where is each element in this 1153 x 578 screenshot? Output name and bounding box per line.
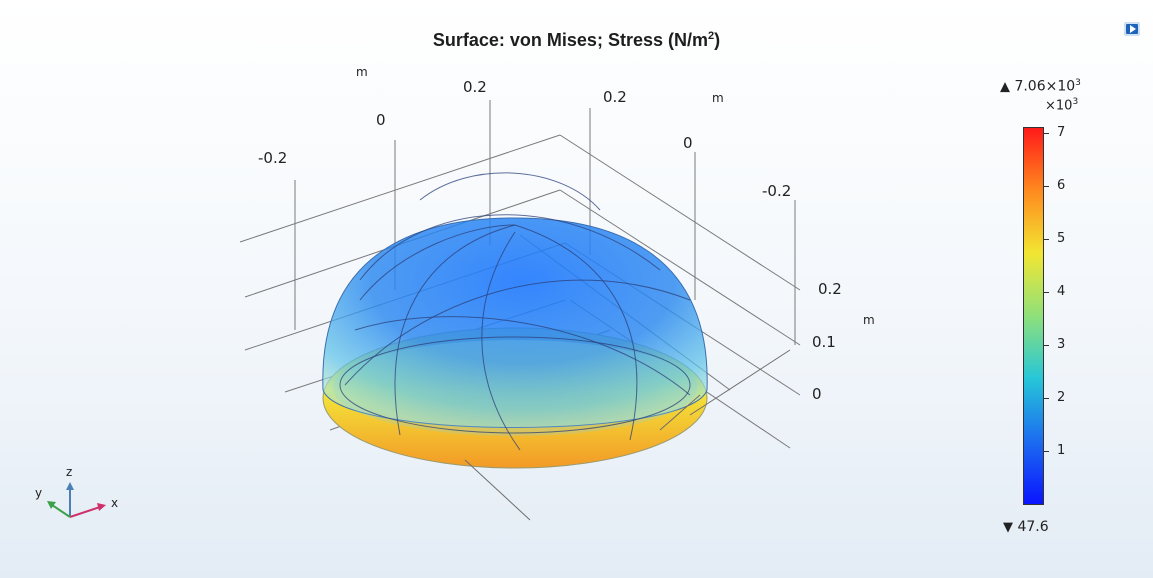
z-unit: m — [863, 313, 875, 327]
colorbar-tick — [1044, 186, 1049, 187]
x-tick: 0.2 — [463, 78, 487, 96]
colorbar-max-value: 7.06×10 — [1014, 78, 1076, 95]
plot-title: Surface: von Mises; Stress (N/m2) — [0, 30, 1153, 51]
colorbar-tick-label: 2 — [1057, 390, 1066, 405]
colorbar-max-exponent: 3 — [1075, 78, 1081, 88]
triangle-up-icon: ▲ — [1000, 79, 1010, 95]
title-suffix: ) — [714, 30, 721, 50]
colorbar-tick-label: 7 — [1057, 125, 1066, 140]
x-arrow-icon — [97, 503, 106, 511]
triad-y-label: y — [35, 486, 42, 500]
z-arrow-icon — [66, 482, 74, 490]
colorbar-tick-label: 6 — [1057, 178, 1066, 193]
colorbar-tick — [1044, 133, 1049, 134]
x-tick: -0.2 — [258, 149, 287, 167]
colorbar-tick-label: 5 — [1057, 231, 1066, 246]
colorbar-min: ▼ 47.6 — [1003, 519, 1049, 535]
z-tick: 0.2 — [818, 280, 842, 298]
export-image-icon[interactable] — [1124, 22, 1140, 36]
triangle-down-icon: ▼ — [1003, 520, 1013, 535]
triad-x-label: x — [111, 496, 118, 510]
dome-surface — [322, 217, 708, 469]
x-unit: m — [356, 65, 368, 79]
y-tick: -0.2 — [762, 182, 791, 200]
colorbar — [1023, 127, 1044, 505]
title-exponent: 2 — [707, 30, 715, 42]
colorbar-tick — [1044, 345, 1049, 346]
y-arrow-icon — [47, 501, 56, 509]
geometry-edges — [339, 172, 691, 451]
x-tick: 0 — [376, 111, 386, 129]
y-unit: m — [712, 91, 724, 105]
colorbar-min-value: 47.6 — [1017, 519, 1049, 535]
y-tick: 0 — [683, 134, 693, 152]
colorbar-tick — [1044, 398, 1049, 399]
colorbar-tick-label: 1 — [1057, 443, 1066, 458]
axis-labels: -0.2 0 0.2 m 0.2 0 -0.2 m 0.2 0.1 0 m — [258, 65, 875, 403]
z-tick: 0 — [812, 385, 822, 403]
title-text: Surface: von Mises; Stress (N/m — [432, 30, 708, 50]
colorbar-tick — [1044, 239, 1049, 240]
front-grid — [464, 349, 791, 521]
colorbar-max: ▲ 7.06×103 — [1000, 78, 1081, 95]
y-tick: 0.2 — [603, 88, 627, 106]
colorbar-multiplier-exponent: 3 — [1072, 97, 1079, 107]
triad-z-label: z — [66, 465, 72, 479]
z-tick: 0.1 — [812, 333, 836, 351]
axis-triad: z x y — [35, 465, 118, 518]
colorbar-multiplier-base: ×10 — [1045, 98, 1073, 114]
colorbar-tick — [1044, 451, 1049, 452]
colorbar-tick-label: 4 — [1057, 284, 1066, 299]
colorbar-tick-label: 3 — [1057, 337, 1066, 352]
colorbar-multiplier: ×103 — [1045, 97, 1078, 113]
colorbar-tick — [1044, 292, 1049, 293]
